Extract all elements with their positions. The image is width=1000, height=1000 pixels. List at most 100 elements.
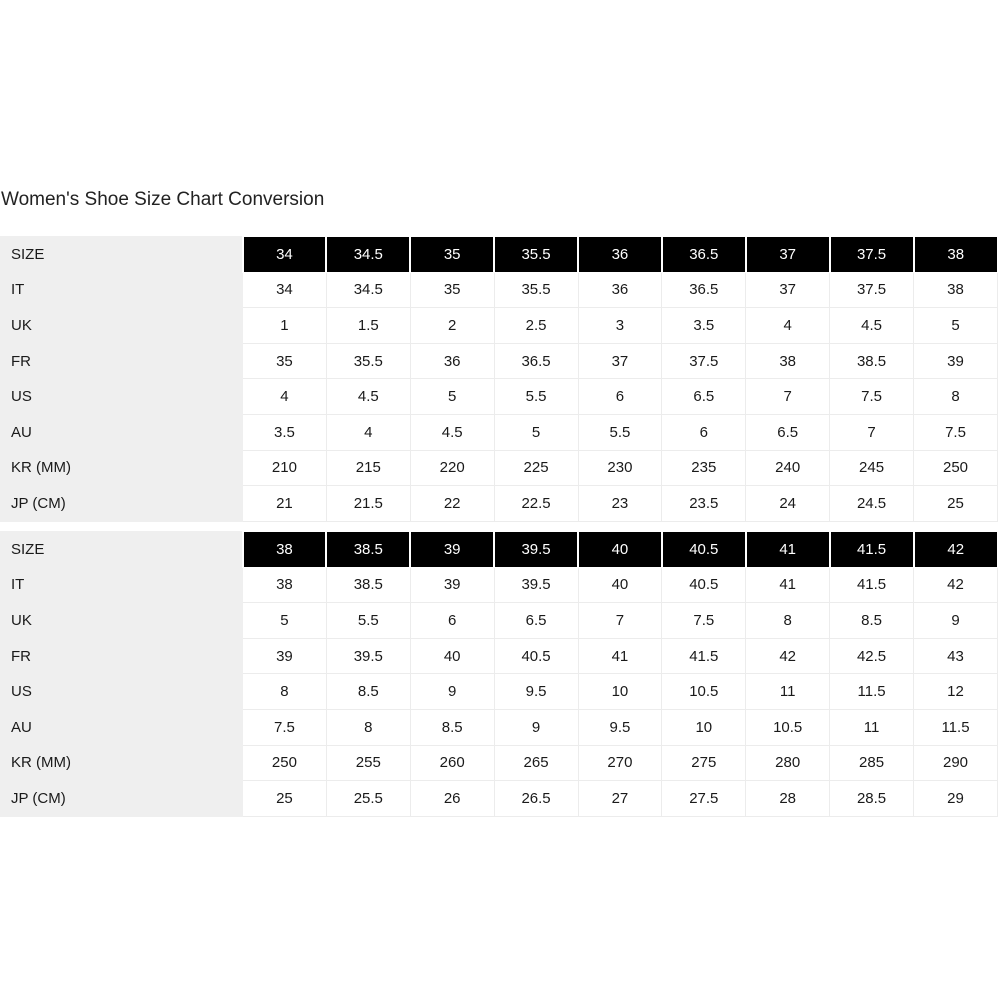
size-header-cell: 39 xyxy=(409,531,495,568)
row-label: FR xyxy=(0,637,243,675)
table-cell: 25 xyxy=(913,485,998,522)
table-cell: 41 xyxy=(577,637,663,675)
table-cell: 10.5 xyxy=(745,708,831,746)
table-cell: 11 xyxy=(829,708,914,746)
table-cell: 7.5 xyxy=(242,708,327,746)
table-cell: 40 xyxy=(409,637,495,675)
table-cell: 270 xyxy=(577,744,663,782)
table-cell: 240 xyxy=(745,449,831,487)
table-row: FR 35 35.5 36 36.5 37 37.5 38 38.5 39 xyxy=(0,342,998,380)
size-table-2: SIZE 38 38.5 39 39.5 40 40.5 41 41.5 42 IT 38 38.5 39… xyxy=(0,531,998,817)
table-cell: 5.5 xyxy=(325,602,411,639)
table-cell: 9 xyxy=(493,708,579,746)
table-cell: 26.5 xyxy=(493,780,579,817)
table-cell: 5 xyxy=(409,378,495,415)
table-cell: 4.5 xyxy=(409,413,495,451)
table-cell: 5 xyxy=(913,307,998,344)
table-cell: 35 xyxy=(242,342,327,380)
table-cell: 41.5 xyxy=(829,566,914,604)
table-cell: 265 xyxy=(493,744,579,782)
table-cell: 26 xyxy=(409,780,495,817)
size-header-cell: 37.5 xyxy=(828,236,914,273)
table-cell: 24.5 xyxy=(829,485,914,522)
table-cell: 29 xyxy=(913,780,998,817)
table-cell: 5 xyxy=(493,413,579,451)
table-cell: 9.5 xyxy=(493,673,579,710)
table-cell: 4 xyxy=(325,413,411,451)
table-cell: 25.5 xyxy=(325,780,411,817)
size-header-cell: 36 xyxy=(577,236,663,273)
row-label: SIZE xyxy=(0,236,243,273)
header-row: SIZE 34 34.5 35 35.5 36 36.5 37 37.5 38 xyxy=(0,236,998,273)
table-row: US 8 8.5 9 9.5 10 10.5 11 11.5 12 xyxy=(0,673,998,710)
table-cell: 5.5 xyxy=(577,413,663,451)
table-row: UK 1 1.5 2 2.5 3 3.5 4 4.5 5 xyxy=(0,307,998,344)
size-header-cell: 37 xyxy=(744,236,831,273)
table-cell: 39 xyxy=(409,566,495,604)
table-cell: 35.5 xyxy=(493,271,579,309)
table-cell: 1.5 xyxy=(325,307,411,344)
table-row: JP (CM) 21 21.5 22 22.5 23 23.5 24 24.5 25 xyxy=(0,485,998,522)
row-label: AU xyxy=(0,413,243,451)
table-cell: 39 xyxy=(242,637,327,675)
table-cell: 7.5 xyxy=(913,413,998,451)
table-cell: 6.5 xyxy=(661,378,747,415)
table-cell: 250 xyxy=(913,449,998,487)
table-cell: 255 xyxy=(325,744,411,782)
table-cell: 27 xyxy=(577,780,663,817)
table-cell: 8 xyxy=(745,602,831,639)
table-cell: 28.5 xyxy=(829,780,914,817)
table-cell: 220 xyxy=(409,449,495,487)
table-cell: 21 xyxy=(242,485,327,522)
row-label: US xyxy=(0,378,243,415)
table-cell: 210 xyxy=(242,449,327,487)
table-cell: 6 xyxy=(661,413,747,451)
row-label: UK xyxy=(0,602,243,639)
table-cell: 12 xyxy=(913,673,998,710)
size-table-1: SIZE 34 34.5 35 35.5 36 36.5 37 37.5 38 IT 34 3 4.5 35… xyxy=(0,236,998,522)
table-cell: 22.5 xyxy=(493,485,579,522)
table-cell: 225 xyxy=(493,449,579,487)
table-cell: 10 xyxy=(661,708,747,746)
table-row: IT 38 38.5 39 39.5 40 40.5 41 41.5 42 xyxy=(0,566,998,604)
table-cell: 38 xyxy=(913,271,998,309)
size-header-cell: 38.5 xyxy=(325,531,411,568)
table-row: KR (MM) 210 215 220 225 230 235 240 245 250 xyxy=(0,449,998,487)
table-cell: 42.5 xyxy=(829,637,914,675)
row-label: SIZE xyxy=(0,531,243,568)
table-cell: 280 xyxy=(745,744,831,782)
table-cell: 27.5 xyxy=(661,780,747,817)
table-cell: 260 xyxy=(409,744,495,782)
table-cell: 3 xyxy=(577,307,663,344)
table-cell: 38.5 xyxy=(325,566,411,604)
table-row: US 4 4.5 5 5.5 6 6.5 7 7.5 8 xyxy=(0,378,998,415)
table-cell: 5 xyxy=(242,602,327,639)
size-header-cell: 35 xyxy=(409,236,495,273)
row-label: IT xyxy=(0,271,243,309)
table-cell: 6 xyxy=(409,602,495,639)
table-cell: 39.5 xyxy=(493,566,579,604)
table-cell: 36.5 xyxy=(661,271,747,309)
table-cell: 290 xyxy=(913,744,998,782)
table-cell: 24 xyxy=(745,485,831,522)
table-cell: 23 xyxy=(577,485,663,522)
table-cell: 3.5 xyxy=(661,307,747,344)
table-cell: 6.5 xyxy=(745,413,831,451)
table-cell: 36 xyxy=(409,342,495,380)
table-cell: 230 xyxy=(577,449,663,487)
table-row: KR (MM) 250 255 260 265 270 275 280 285 290 xyxy=(0,744,998,782)
table-cell: 5.5 xyxy=(493,378,579,415)
table-cell: 7 xyxy=(829,413,914,451)
table-cell: 7 xyxy=(577,602,663,639)
table-cell: 215 xyxy=(325,449,411,487)
table-cell: 25 xyxy=(242,780,327,817)
table-cell: 9 xyxy=(913,602,998,639)
table-cell: 37.5 xyxy=(829,271,914,309)
table-cell: 38.5 xyxy=(829,342,914,380)
table-cell: 37.5 xyxy=(661,342,747,380)
table-cell: 40.5 xyxy=(493,637,579,675)
table-cell: 34 xyxy=(242,271,327,309)
table-cell: 36.5 xyxy=(493,342,579,380)
table-cell: 8 xyxy=(242,673,327,710)
table-cell: 1 xyxy=(242,307,327,344)
